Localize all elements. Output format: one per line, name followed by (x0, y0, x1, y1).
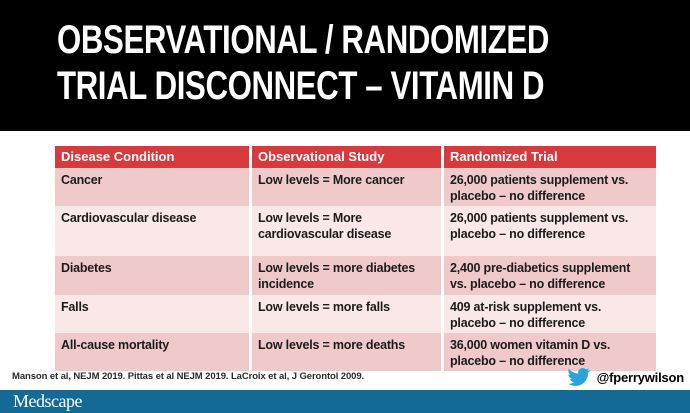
table-cell-randomized: 26,000 patients supplement vs. placebo –… (444, 168, 656, 206)
table-cell-observational: Low levels = more deaths (252, 333, 441, 371)
table-cell-randomized: 2,400 pre-diabetics supplement vs. place… (444, 256, 656, 295)
slide-title-line1: OBSERVATIONAL / RANDOMIZED (57, 18, 549, 62)
medscape-logo: Medscape (13, 391, 82, 411)
twitter-handle: @fperrywilson (596, 369, 685, 385)
table-cell-condition: Falls (55, 295, 249, 333)
twitter-attribution: @fperrywilson (565, 366, 684, 388)
bottom-brand-bar: Medscape (0, 390, 690, 413)
table-cell-randomized: 409 at-risk supplement vs. placebo – no … (444, 295, 656, 333)
column-header-observational-study: Observational Study (252, 146, 441, 168)
table-cell-condition: All-cause mortality (55, 333, 249, 371)
column-header-disease-condition: Disease Condition (55, 146, 249, 168)
table-cell-randomized: 36,000 women vitamin D vs. placebo – no … (444, 333, 656, 371)
disconnect-table: Disease Condition Observational Study Ra… (55, 146, 656, 371)
table-cell-observational: Low levels = more diabetes incidence (252, 256, 441, 295)
slide-title: OBSERVATIONAL / RANDOMIZED TRIAL DISCONN… (57, 17, 549, 109)
title-block: OBSERVATIONAL / RANDOMIZED TRIAL DISCONN… (0, 0, 690, 131)
table-cell-condition: Diabetes (55, 256, 249, 295)
table-cell-observational: Low levels = More cardiovascular disease (252, 206, 441, 256)
table-cell-randomized: 26,000 patients supplement vs. placebo –… (444, 206, 656, 256)
table-cell-observational: Low levels = more falls (252, 295, 441, 333)
citation-text: Manson et al, NEJM 2019. Pittas et al NE… (12, 371, 365, 382)
slide-title-line2: TRIAL DISCONNECT – VITAMIN D (57, 64, 545, 108)
table-cell-condition: Cardiovascular disease (55, 206, 249, 256)
table-cell-condition: Cancer (55, 168, 249, 206)
column-header-randomized-trial: Randomized Trial (444, 146, 656, 168)
twitter-bird-icon (567, 368, 591, 386)
table-cell-observational: Low levels = More cancer (252, 168, 441, 206)
